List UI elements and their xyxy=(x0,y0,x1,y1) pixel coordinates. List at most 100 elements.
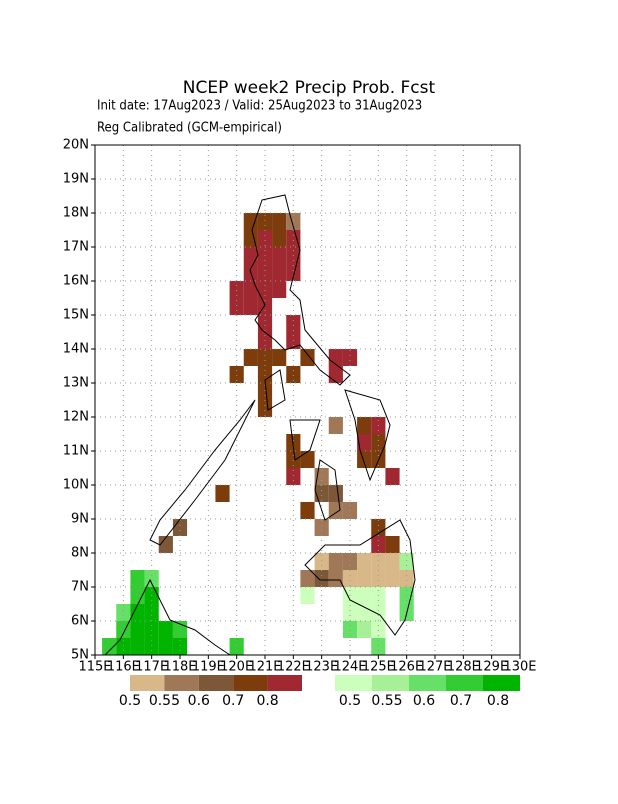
wet-colorbar-box xyxy=(483,675,520,691)
dry-cell xyxy=(357,417,372,434)
dry-cell xyxy=(385,570,400,587)
wet-cell xyxy=(399,553,414,570)
dry-cell xyxy=(257,264,273,281)
wet-colorbar-box xyxy=(409,675,446,691)
dry-cell xyxy=(272,281,287,298)
cells xyxy=(102,213,414,655)
y-tick-label: 12N xyxy=(63,410,89,425)
dry-cell xyxy=(314,519,329,536)
dry-cell xyxy=(257,383,273,400)
x-tick-label: 123E xyxy=(305,660,338,675)
coast xyxy=(249,194,351,386)
x-tick-label: 122E xyxy=(277,660,310,675)
x-tick-label: 128E xyxy=(447,660,480,675)
y-tick-label: 18N xyxy=(63,206,89,221)
wet-cell xyxy=(371,638,386,655)
wet-colorbar-label: 0.7 xyxy=(450,693,472,709)
x-tick-label: 120E xyxy=(220,660,253,675)
wet-cell xyxy=(102,638,117,655)
dry-cell xyxy=(272,264,287,281)
dry-cell xyxy=(272,247,287,264)
x-tick-label: 125E xyxy=(362,660,395,675)
dry-cell xyxy=(229,298,244,315)
wet-cell xyxy=(144,638,159,655)
dry-cell xyxy=(286,451,301,468)
wet-colorbar-box xyxy=(372,675,409,691)
dry-cell xyxy=(385,553,400,570)
dry-cell xyxy=(300,349,315,366)
dry-colorbar-box xyxy=(233,675,268,691)
x-tick-label: 129E xyxy=(475,660,508,675)
x-tick-label: 130E xyxy=(503,660,536,675)
dry-cell xyxy=(257,400,273,417)
wet-cell xyxy=(158,621,173,638)
y-tick-label: 19N xyxy=(63,172,89,187)
dry-cell xyxy=(300,451,315,468)
dry-cell xyxy=(229,366,244,383)
dry-cell xyxy=(314,570,329,587)
wet-cell xyxy=(130,570,145,587)
wet-colorbar-label: 0.8 xyxy=(487,693,509,709)
wet-colorbar-label: 0.55 xyxy=(371,693,402,709)
y-tick-label: 9N xyxy=(71,512,89,527)
coast xyxy=(304,519,416,636)
dry-cell xyxy=(286,434,301,451)
y-tick-label: 7N xyxy=(71,580,89,595)
dry-cell xyxy=(257,281,273,298)
y-tick-label: 6N xyxy=(71,614,89,629)
y-tick-label: 11N xyxy=(63,444,89,459)
dry-cell xyxy=(385,536,400,553)
dry-cell xyxy=(286,230,301,247)
dry-cell xyxy=(371,553,386,570)
dry-cell xyxy=(257,230,273,247)
y-tick-label: 16N xyxy=(63,274,89,289)
wet-cell xyxy=(229,638,244,655)
dry-cell xyxy=(272,213,287,230)
wet-colorbar-box xyxy=(446,675,483,691)
dry-cell xyxy=(300,570,315,587)
wet-cell xyxy=(357,604,372,621)
subtitle: Reg Calibrated (GCM-empirical) xyxy=(97,121,282,136)
dry-cell xyxy=(257,366,273,383)
wet-cell xyxy=(116,604,131,621)
dry-cell xyxy=(257,213,273,230)
y-tick-label: 8N xyxy=(71,546,89,561)
x-tick-label: 124E xyxy=(333,660,366,675)
dry-cell xyxy=(357,570,372,587)
dry-cell xyxy=(342,553,358,570)
dry-cell xyxy=(328,485,343,502)
coast xyxy=(264,369,286,411)
map-frame xyxy=(94,144,521,656)
coast xyxy=(289,419,321,461)
wet-cell xyxy=(371,621,386,638)
wet-colorbar-box xyxy=(335,675,372,691)
dry-cell xyxy=(385,468,400,485)
dry-cell xyxy=(257,349,273,366)
wet-cell xyxy=(371,604,386,621)
dry-cell xyxy=(229,281,244,298)
wet-cell xyxy=(172,638,188,655)
wet-cell xyxy=(144,621,159,638)
dry-colorbar-box xyxy=(130,675,165,691)
dry-cell xyxy=(399,570,414,587)
x-tick-label: 126E xyxy=(390,660,423,675)
y-tick-label: 5N xyxy=(71,648,89,663)
dry-cell xyxy=(215,485,230,502)
y-tick-label: 15N xyxy=(63,308,89,323)
y-tick-label: 17N xyxy=(63,240,89,255)
x-tick-label: 127E xyxy=(418,660,451,675)
wet-colorbar-label: 0.6 xyxy=(413,693,435,709)
y-tick-label: 13N xyxy=(63,376,89,391)
wet-cell xyxy=(144,604,159,621)
dry-cell xyxy=(357,434,372,451)
y-tick-label: 20N xyxy=(63,138,89,153)
dry-cell xyxy=(328,570,343,587)
coast xyxy=(149,399,256,546)
dry-cell xyxy=(314,485,329,502)
dry-cell xyxy=(371,536,386,553)
dry-cell xyxy=(328,417,343,434)
dry-cell xyxy=(286,213,301,230)
wet-cell xyxy=(357,621,372,638)
dry-cell xyxy=(342,349,358,366)
